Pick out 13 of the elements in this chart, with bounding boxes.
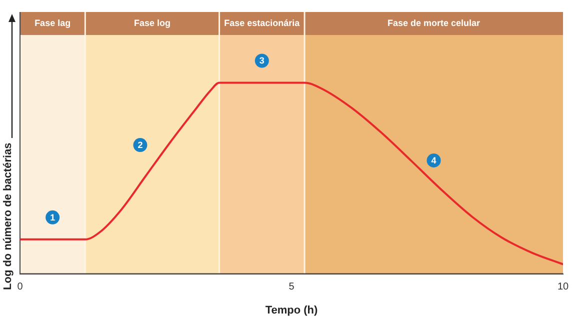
- annotation: 1: [50, 212, 56, 222]
- text: 3: [259, 56, 264, 66]
- band-label: Fase estacionária: [224, 18, 301, 28]
- annotation: 4: [431, 155, 436, 166]
- x-tick-label: 0: [17, 282, 24, 293]
- band-label: Fase de morte celular: [387, 18, 481, 28]
- x-tick-label: 5: [288, 282, 295, 293]
- x-tick-label: 10: [557, 282, 569, 293]
- x-axis-title: Tempo (h): [265, 304, 318, 316]
- y-axis-title: Log do número de bactérias: [2, 142, 14, 290]
- band-label: Fase log: [134, 18, 170, 28]
- annotation: 2: [138, 140, 143, 150]
- band-label: Fase lag: [34, 18, 71, 28]
